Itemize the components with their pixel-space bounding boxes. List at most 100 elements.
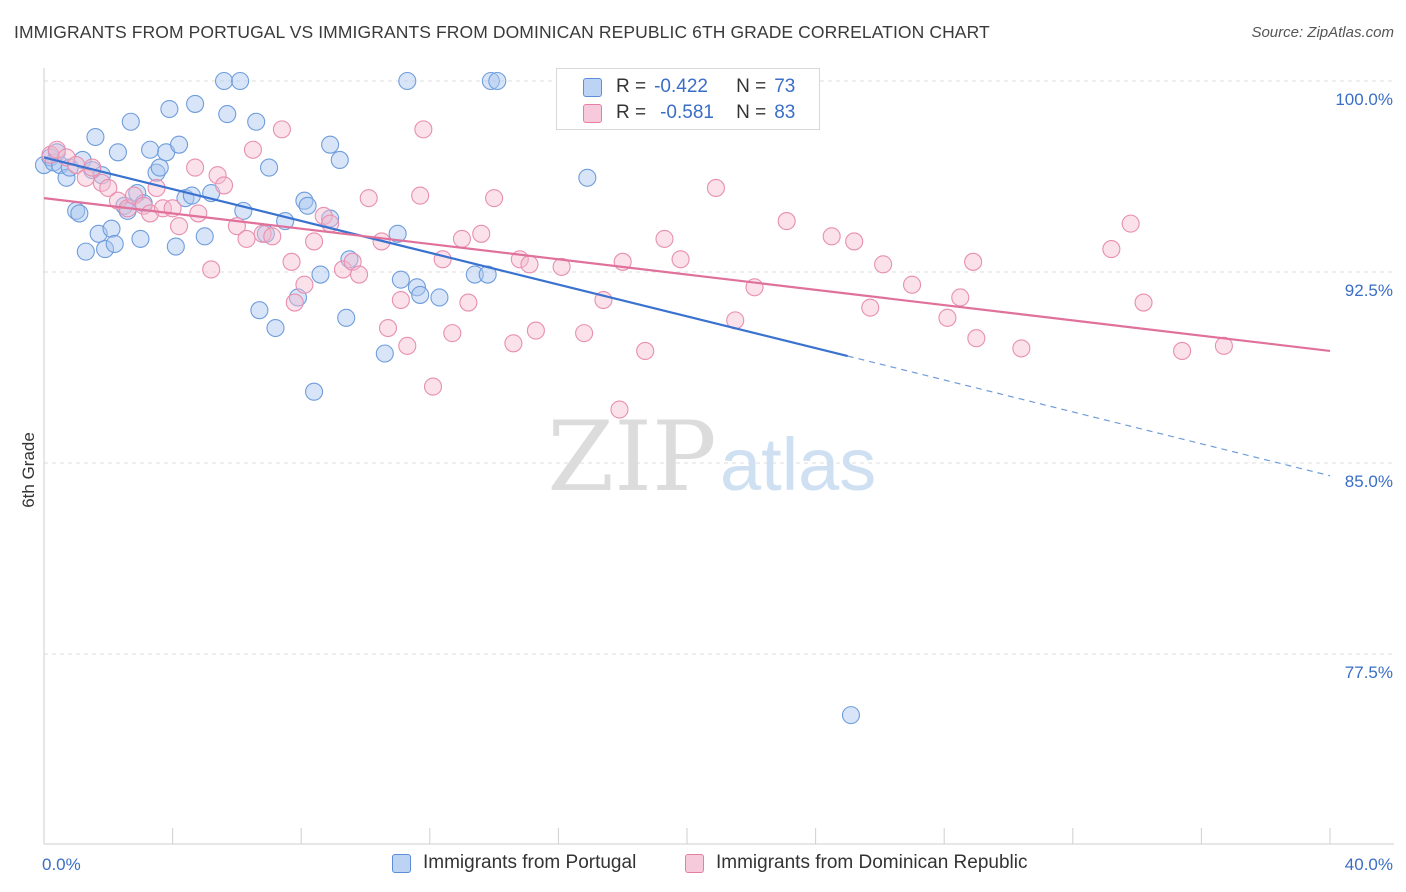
stats-box: R = -0.422 N = 73 R = -0.581 N = 83 (556, 68, 820, 130)
portugal-point (96, 240, 115, 259)
portugal-point (218, 105, 237, 124)
dominican-point (485, 189, 504, 208)
portugal-point (340, 250, 359, 269)
dominican-point (169, 217, 189, 236)
dominican-point (938, 308, 957, 327)
dominican-point (237, 229, 256, 248)
trend-line-portugal-extension (847, 355, 1331, 477)
dominican-point (398, 336, 417, 355)
dominican-point (861, 298, 880, 317)
legend-label-dominican: Immigrants from Dominican Republic (716, 852, 1028, 873)
portugal-point (321, 135, 340, 154)
dominican-point (359, 189, 378, 208)
portugal-point (411, 285, 430, 304)
y-tick-label: 92.5% (1345, 281, 1393, 300)
dominican-point (214, 176, 234, 195)
portugal-point (186, 94, 205, 113)
r-value-dominican: -0.581 (660, 102, 714, 123)
stats-swatch-dominican (583, 103, 602, 123)
portugal-point (102, 219, 121, 238)
dominican-point (671, 250, 690, 269)
portugal-point (147, 163, 166, 182)
legend-swatch-dominican (685, 853, 704, 873)
dominican-point (243, 140, 263, 159)
n-label: N = (736, 102, 767, 123)
x-tick-labels: 0.0% 40.0% (42, 855, 1393, 874)
stats-row-dominican: R = -0.581 N = 83 (557, 100, 795, 126)
dominican-point (1134, 293, 1153, 312)
dominican-point (189, 204, 208, 223)
dominican-point (874, 255, 893, 274)
watermark: ZIP atlas (547, 401, 876, 513)
portugal-point (231, 71, 250, 91)
portugal-point (375, 344, 394, 363)
portugal-point (266, 318, 285, 338)
r-label: R = (616, 76, 647, 97)
dominican-point (433, 250, 452, 269)
dominican-point (552, 257, 571, 276)
dominican-point (423, 377, 443, 396)
dominican-point (263, 227, 282, 246)
portugal-point (195, 227, 214, 246)
axes (43, 68, 1394, 845)
portugal-point (430, 288, 449, 307)
portugal-point (488, 71, 507, 91)
portugal-point (150, 158, 169, 177)
dominican-point (314, 206, 333, 226)
dominican-point (411, 186, 430, 205)
dominican-point (1121, 214, 1140, 233)
n-value-portugal: 73 (774, 76, 796, 97)
x-tick-label-end: 40.0% (1345, 855, 1393, 874)
watermark-atlas: atlas (720, 423, 876, 506)
dominican-point (295, 275, 314, 294)
portugal-point (305, 382, 324, 401)
dominican-point (378, 318, 398, 338)
dominican-point (186, 158, 205, 177)
dominican-point (208, 166, 227, 185)
dominican-point (951, 288, 970, 307)
dominican-point (1102, 240, 1121, 259)
dominican-point (414, 120, 433, 139)
trend-line-portugal (43, 156, 849, 358)
trend-line-dominican (43, 197, 1331, 353)
dominican-point (99, 178, 118, 198)
dominican-point (845, 232, 864, 251)
portugal-point (141, 140, 160, 159)
portugal-point (250, 301, 269, 320)
portugal-point (311, 265, 330, 284)
portugal-point (391, 270, 410, 289)
series-portugal-points (34, 71, 861, 725)
legend-swatch-portugal (392, 853, 411, 873)
x-tick-label-start: 0.0% (42, 855, 81, 874)
portugal-point (70, 204, 89, 223)
legend: Immigrants from Portugal Immigrants from… (0, 852, 1406, 878)
portugal-point (76, 242, 95, 261)
portugal-point (398, 71, 417, 91)
portugal-point (259, 158, 279, 177)
dominican-point (76, 168, 95, 187)
n-label: N = (736, 76, 767, 97)
portugal-point (121, 112, 140, 131)
y-tick-label: 85.0% (1345, 472, 1393, 491)
stats-swatch-portugal (583, 77, 602, 97)
portugal-point (169, 135, 189, 154)
r-label: R = (616, 102, 647, 123)
dominican-point (459, 293, 478, 312)
dominican-point (282, 252, 301, 271)
stats-row-portugal: R = -0.422 N = 73 (557, 74, 795, 100)
portugal-point (388, 224, 407, 243)
watermark-zip: ZIP (547, 401, 716, 513)
dominican-point (305, 232, 324, 251)
dominican-point (706, 178, 725, 198)
chart-title: IMMIGRANTS FROM PORTUGAL VS IMMIGRANTS F… (14, 22, 990, 42)
portugal-point (337, 308, 356, 327)
legend-item-dominican: Immigrants from Dominican Republic (685, 852, 1028, 874)
portugal-point (330, 150, 349, 169)
portugal-point (131, 229, 150, 248)
dominican-point (108, 191, 127, 210)
portugal-point (86, 127, 105, 147)
n-value-dominican: 83 (774, 102, 796, 123)
dominican-point (967, 329, 986, 348)
dominican-point (902, 275, 922, 294)
